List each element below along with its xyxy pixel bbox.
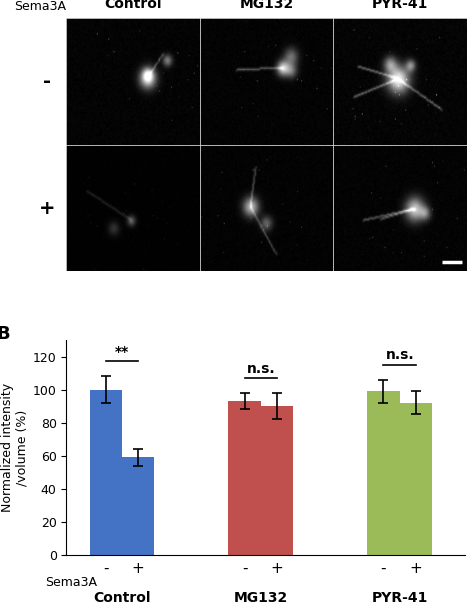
Text: Control: Control — [104, 0, 162, 11]
Bar — [261, 406, 293, 555]
Bar — [90, 390, 122, 555]
Bar — [400, 403, 432, 555]
Text: B: B — [0, 325, 10, 343]
Text: **: ** — [115, 345, 129, 359]
Text: Sema3A: Sema3A — [45, 576, 97, 589]
Bar — [228, 401, 261, 555]
Text: PYR-41: PYR-41 — [372, 0, 428, 11]
Bar — [122, 457, 155, 555]
Text: n.s.: n.s. — [246, 362, 275, 376]
Text: Control: Control — [93, 591, 151, 603]
Text: A: A — [5, 0, 18, 3]
Text: MG132: MG132 — [239, 0, 294, 11]
Text: +: + — [39, 198, 55, 218]
Text: PYR-41: PYR-41 — [372, 591, 428, 603]
Y-axis label: Normalized intensity
/volume (%): Normalized intensity /volume (%) — [0, 383, 28, 512]
Text: Sema3A: Sema3A — [14, 0, 66, 13]
Bar — [367, 391, 400, 555]
Text: n.s.: n.s. — [385, 349, 414, 362]
Text: MG132: MG132 — [234, 591, 288, 603]
Text: -: - — [44, 72, 51, 91]
